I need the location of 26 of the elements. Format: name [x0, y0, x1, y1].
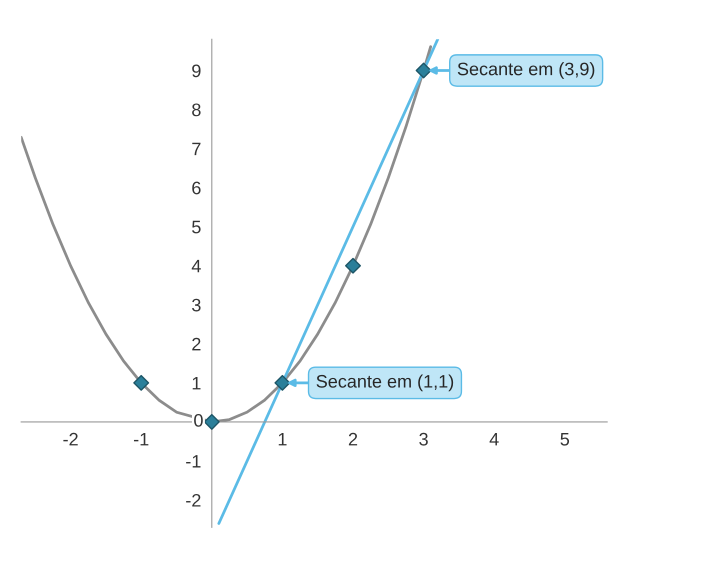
- y-tick-label: 0: [194, 414, 203, 427]
- x-tick-label: -1: [134, 432, 148, 446]
- y-tick-label: 3: [192, 298, 201, 312]
- point: [345, 258, 361, 274]
- y-tick-label: 6: [192, 182, 201, 194]
- x-tick-label: 4: [490, 432, 499, 446]
- y-tick-label: 7: [192, 142, 200, 156]
- y-tick-label: 2: [192, 338, 200, 350]
- x-tick-label: 5: [560, 432, 570, 446]
- point: [133, 374, 150, 391]
- x-tick-label: 1: [278, 432, 287, 446]
- x-tick-label: 2: [348, 432, 358, 446]
- x-tick-label: -2: [63, 432, 78, 446]
- y-tick-label: 9: [192, 64, 201, 78]
- point: [204, 414, 220, 430]
- point: [416, 62, 432, 78]
- y-tick-label: 8: [192, 103, 201, 116]
- y-tick-label: -2: [186, 494, 200, 507]
- y-tick-label: 5: [192, 220, 201, 234]
- annotation: Secante em (1,1): [316, 374, 454, 392]
- y-tick-label: 1: [192, 376, 201, 390]
- point: [274, 374, 290, 391]
- y-tick-label: 4: [192, 260, 201, 272]
- x-tick-label: 3: [419, 432, 428, 446]
- y-tick-label: -1: [186, 455, 201, 468]
- annotation: Secante em (3,9): [458, 62, 594, 79]
